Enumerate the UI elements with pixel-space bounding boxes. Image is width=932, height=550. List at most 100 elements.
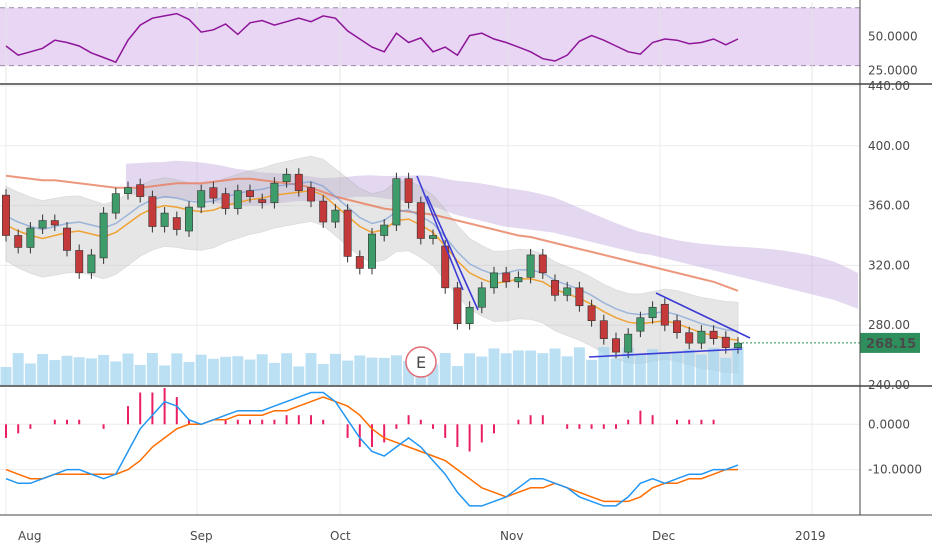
volume-bar-39: [476, 356, 488, 385]
candle-body-52: [636, 317, 645, 332]
candle-body-38: [465, 306, 474, 325]
axes-frame: [0, 0, 932, 516]
volume-bar-19: [232, 356, 244, 385]
x-axis: Aug Sep Oct Nov Dec 2019: [18, 529, 826, 543]
volume-bar-56: [683, 349, 695, 385]
candle-body-18: [221, 193, 230, 209]
volume-bar-17: [207, 358, 219, 385]
volume-bar-26: [317, 363, 329, 385]
candle-body-4: [50, 220, 59, 226]
candle-body-56: [685, 332, 694, 344]
candle-body-29: [355, 256, 364, 269]
macd-tick-neg10: -10.0000: [868, 463, 922, 477]
candle-body-3: [38, 220, 47, 229]
volume-bar-21: [256, 354, 268, 385]
candle-body-9: [111, 193, 120, 214]
volume-bar-0: [0, 367, 12, 385]
rsi-band: [0, 7, 860, 66]
rsi-line: [5, 12, 739, 64]
x-tick-5: 2019: [795, 529, 826, 543]
candle-body-37: [453, 287, 462, 325]
candle-body-24: [294, 173, 303, 191]
candle-body-23: [282, 173, 291, 182]
volume-bar-20: [244, 359, 256, 385]
candle-body-48: [587, 305, 596, 322]
volume-bar-9: [110, 361, 122, 385]
volume-bar-3: [37, 354, 49, 385]
candle-body-17: [209, 187, 218, 199]
volume-bar-57: [695, 354, 707, 385]
candle-body-14: [172, 217, 181, 230]
macd-tick-0: 0.0000: [868, 417, 910, 431]
price-tick-3: 320.00: [868, 258, 910, 272]
price-tick-0: 440.00: [868, 79, 910, 93]
volume-bar-28: [342, 360, 354, 385]
volume-bar-49: [598, 347, 610, 385]
volume-bar-40: [488, 348, 500, 385]
candle-body-34: [416, 202, 425, 239]
volume-bar-8: [98, 354, 110, 385]
volume-bar-35: [427, 364, 439, 385]
volume-bar-45: [549, 348, 561, 385]
candle-body-28: [343, 209, 352, 257]
volume-bar-25: [305, 353, 317, 385]
candle-body-25: [307, 187, 315, 202]
volume-bar-14: [171, 353, 183, 385]
candle-body-60: [734, 342, 742, 348]
volume-bar-60: [732, 347, 744, 385]
volume-bar-53: [647, 349, 659, 385]
volume-bar-55: [671, 351, 683, 385]
candle-body-16: [197, 190, 206, 208]
candle-body-1: [14, 235, 23, 248]
candle-body-45: [551, 280, 559, 296]
candle-body-43: [526, 254, 535, 278]
volume-bar-27: [329, 353, 341, 385]
candle-body-7: [87, 254, 96, 274]
volume-bar-41: [500, 353, 512, 385]
candle-body-22: [270, 182, 279, 203]
candle-body-39: [477, 287, 486, 308]
volume-bar-18: [220, 356, 232, 385]
candle-body-21: [258, 199, 267, 203]
volume-bar-58: [708, 347, 720, 385]
candle-body-40: [490, 272, 498, 289]
earnings-marker: [405, 346, 437, 378]
sma-blue-line: [5, 180, 739, 332]
volume-bar-47: [573, 347, 585, 385]
trend-line-2: [655, 292, 751, 339]
candle-body-49: [599, 320, 608, 339]
volume-bar-6: [73, 357, 85, 385]
volume-bar-11: [134, 364, 146, 385]
volume-bar-15: [183, 361, 195, 385]
volume-bar-59: [720, 357, 732, 385]
candle-body-30: [368, 233, 376, 269]
volume-bar-22: [268, 362, 280, 385]
volume-bar-38: [464, 353, 476, 385]
candle-body-42: [514, 277, 523, 283]
candle-body-5: [63, 227, 71, 251]
price-tick-2: 360.00: [868, 199, 910, 213]
candle-body-32: [392, 178, 401, 226]
candle-body-44: [538, 254, 547, 274]
candle-body-20: [246, 190, 254, 197]
candle-body-10: [124, 187, 132, 194]
trend-line-3: [588, 348, 743, 358]
last-price-tag: [860, 332, 920, 353]
candle-body-46: [563, 287, 572, 296]
price-tick-1: 400.00: [868, 139, 910, 153]
candle-body-31: [380, 224, 389, 236]
price-tick-5: 240.00: [868, 378, 910, 392]
volume-bar-12: [146, 353, 158, 385]
x-tick-2: Oct: [330, 529, 351, 543]
candle-body-13: [160, 212, 169, 227]
volume-bar-44: [537, 353, 549, 385]
candle-body-6: [75, 250, 84, 274]
candle-body-12: [148, 196, 157, 227]
volume-bar-54: [659, 352, 671, 385]
volume-bar-32: [390, 355, 402, 385]
x-tick-0: Aug: [18, 529, 41, 543]
trend-line-0: [416, 175, 464, 291]
x-tick-1: Sep: [190, 529, 213, 543]
volume-bar-42: [512, 350, 524, 385]
volume-bar-5: [61, 355, 73, 385]
